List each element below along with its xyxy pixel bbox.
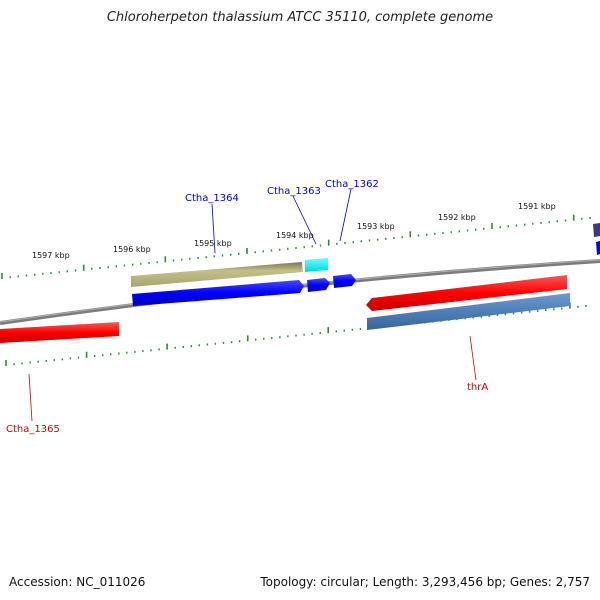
gene-label-thra[interactable]: thrA	[467, 382, 488, 393]
leader-thra	[469, 335, 477, 381]
genome-summary-text: Topology: circular; Length: 3,293,456 bp…	[260, 575, 590, 589]
upper-tick-row	[1, 214, 591, 279]
feature-red-ctha-1365[interactable]	[0, 322, 119, 343]
ruler-label-1597: 1597 kbp	[32, 251, 70, 260]
leader-ctha-1362	[339, 188, 352, 242]
feature-cyan-ctha-1363[interactable]	[305, 258, 328, 272]
feature-navy-edge[interactable]	[593, 223, 600, 237]
feature-steelblue-thra[interactable]	[367, 293, 570, 330]
feature-olive-ctha-1364[interactable]	[131, 262, 303, 287]
feature-blue-edge[interactable]	[596, 241, 600, 255]
ruler-label-1593: 1593 kbp	[357, 222, 395, 231]
leader-ctha-1365	[28, 373, 33, 422]
ruler-label-1595: 1595 kbp	[194, 239, 232, 248]
feature-red-arrow-right[interactable]	[366, 275, 567, 311]
feature-blue-arrow-1[interactable]	[132, 280, 304, 306]
feature-blue-arrow-3[interactable]	[333, 274, 356, 288]
ruler-label-1594: 1594 kbp	[276, 231, 314, 240]
genome-title: Chloroherpeton thalassium ATCC 35110, co…	[106, 10, 494, 25]
gene-label-ctha-1363[interactable]: Ctha_1363	[267, 186, 321, 197]
leader-ctha-1364	[211, 203, 216, 254]
ruler-label-1591: 1591 kbp	[518, 202, 556, 211]
ruler-label-1592: 1592 kbp	[438, 213, 476, 222]
leader-ctha-1363	[292, 195, 317, 245]
gene-label-ctha-1365[interactable]: Ctha_1365	[6, 424, 60, 435]
feature-blue-arrow-2[interactable]	[307, 278, 330, 292]
ruler-label-1596: 1596 kbp	[113, 245, 151, 254]
gene-label-ctha-1362[interactable]: Ctha_1362	[325, 179, 379, 190]
accession-text: Accession: NC_011026	[9, 575, 146, 589]
gene-label-ctha-1364[interactable]: Ctha_1364	[185, 193, 239, 204]
